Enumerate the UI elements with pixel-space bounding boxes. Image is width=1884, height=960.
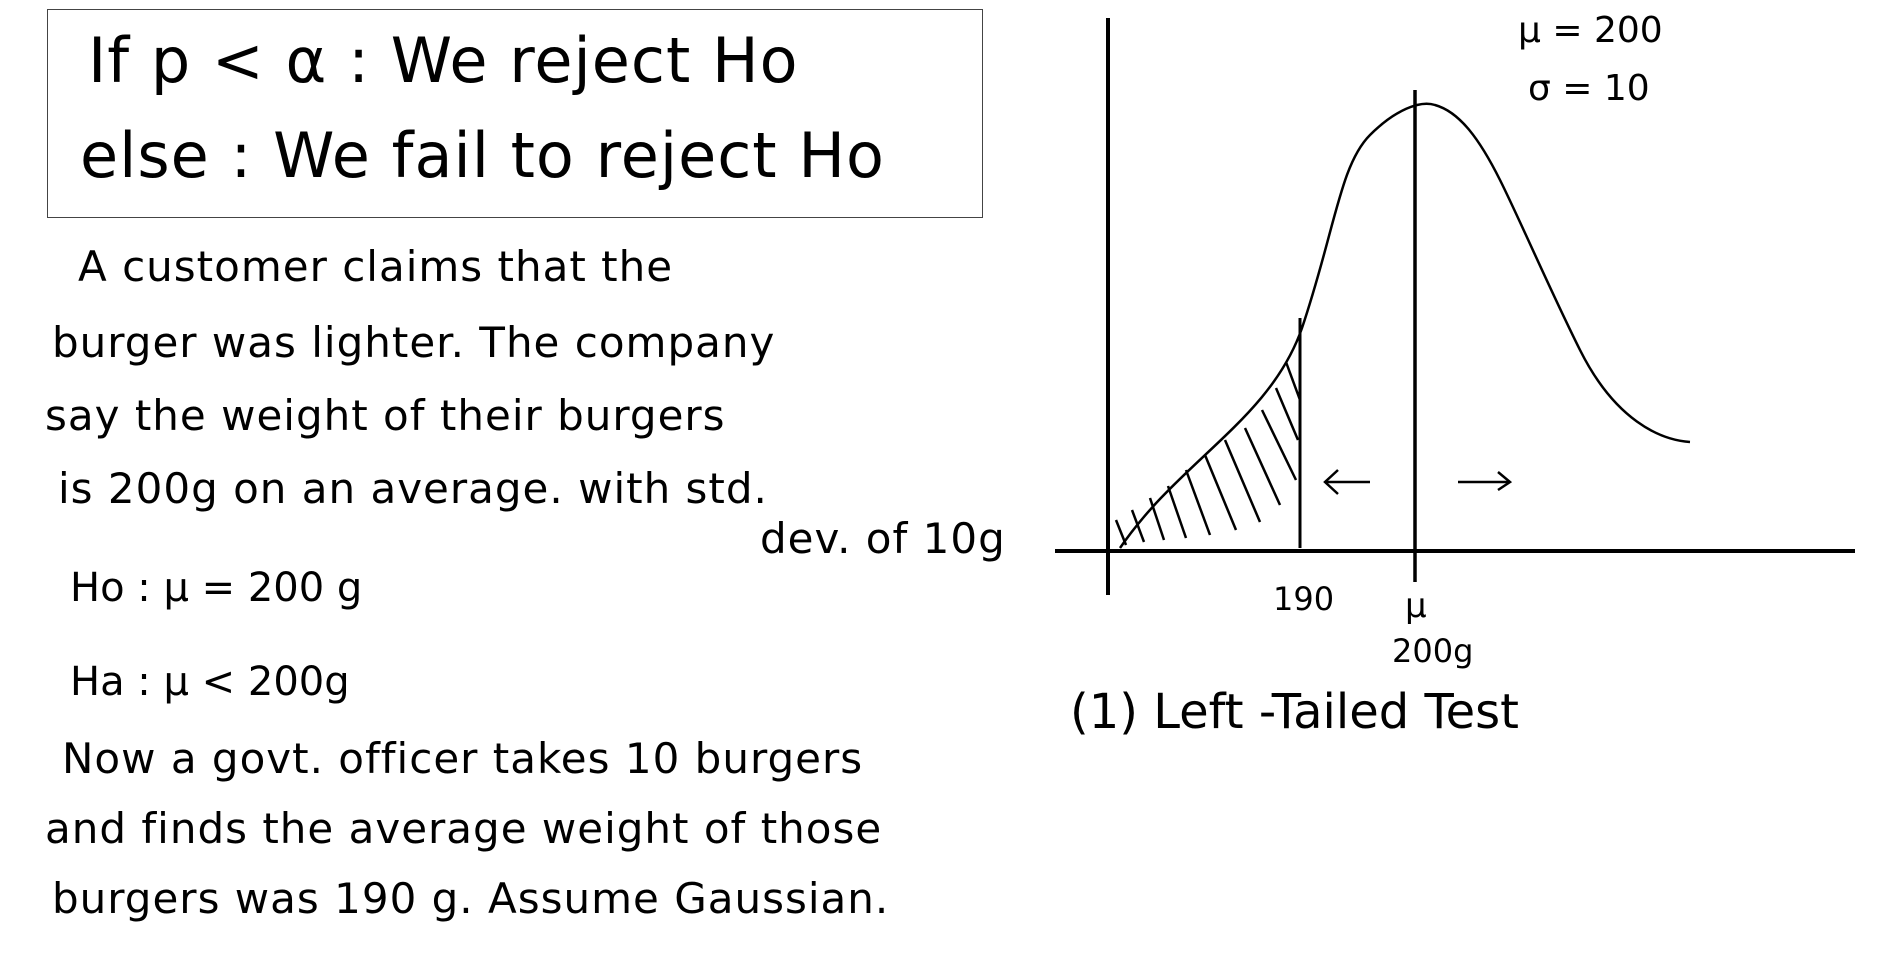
param-sigma: σ = 10	[1528, 68, 1650, 109]
mean-symbol-label: μ	[1405, 586, 1427, 626]
left-arrow-icon	[1323, 469, 1370, 495]
sample-line-3: burgers was 190 g. Assume Gaussian.	[52, 874, 890, 923]
sample-line-1: Now a govt. officer takes 10 burgers	[62, 734, 864, 783]
problem-line-1: A customer claims that the	[78, 242, 674, 291]
param-mu: μ = 200	[1518, 10, 1663, 51]
alternative-hypothesis: Ha : μ < 200g	[70, 659, 350, 705]
left-tailed-distribution-diagram: μ = 200 σ = 10 190 μ 200g (1) Left -Tail…	[1055, 10, 1855, 740]
decision-rule-box: If p < α : We reject Ho else : We fail t…	[47, 9, 983, 218]
mean-value-label: 200g	[1392, 632, 1473, 670]
rejection-region-hatching	[1114, 361, 1302, 546]
rule-line-reject: If p < α : We reject Ho	[88, 24, 799, 97]
problem-line-3: say the weight of their burgers	[45, 391, 726, 440]
problem-line-2: burger was lighter. The company	[52, 318, 776, 367]
critical-value-label: 190	[1273, 580, 1334, 618]
test-type-label: (1) Left -Tailed Test	[1070, 684, 1519, 740]
bell-curve	[1118, 102, 1691, 549]
problem-line-5: dev. of 10g	[760, 514, 1006, 563]
problem-line-4: is 200g on an average. with std.	[58, 464, 768, 513]
right-arrow-icon	[1458, 471, 1513, 492]
sample-line-2: and finds the average weight of those	[45, 804, 883, 853]
null-hypothesis: Ho : μ = 200 g	[70, 565, 363, 611]
rule-line-fail-to-reject: else : We fail to reject Ho	[80, 119, 885, 192]
